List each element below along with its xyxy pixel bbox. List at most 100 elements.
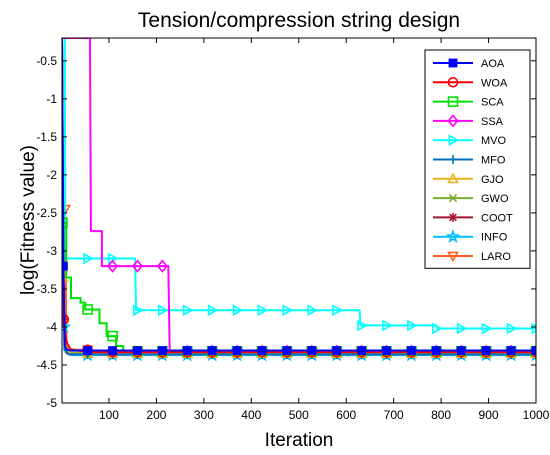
series-marker-aoa [83, 346, 93, 355]
series-marker-aoa [108, 346, 117, 355]
series-marker-mvo [207, 304, 219, 317]
legend-item-laro: LARO [433, 251, 511, 263]
series-marker-mvo [157, 304, 169, 317]
series-marker-mvo [382, 319, 393, 332]
series-marker-mvo [332, 304, 343, 317]
legend-marker-aoa [448, 58, 458, 68]
x-tick-label: 300 [194, 408, 214, 422]
legend-marker-sca [447, 96, 459, 107]
y-tick-label: -4 [46, 320, 57, 334]
series-marker-aoa [257, 346, 267, 355]
legend-marker-gwo [448, 193, 458, 203]
series-marker-aoa [133, 346, 142, 355]
series-aoa [62, 38, 536, 355]
legend: AOA WOA SCA SSA MVO MFO GJO GWO COOT INFO LARO [424, 49, 531, 269]
legend-item-mfo: MFO [433, 155, 506, 167]
legend-item-coot: COOT [433, 212, 513, 224]
series-layer [62, 38, 536, 362]
series-marker-aoa [481, 346, 491, 355]
series-marker-aoa [282, 346, 292, 355]
legend-label-gwo: GWO [481, 193, 509, 205]
series-marker-mvo [83, 252, 94, 265]
series-marker-mvo [357, 319, 368, 332]
series-marker-mvo [407, 319, 418, 332]
x-tick-label: 900 [479, 408, 499, 422]
legend-item-woa: WOA [433, 77, 508, 89]
legend-item-ssa: SSA [433, 114, 504, 128]
series-marker-aoa [62, 261, 68, 271]
series-marker-mvo [182, 304, 194, 317]
series-line-sca [62, 38, 536, 353]
y-axis-label: log(Fitness value) [18, 145, 39, 295]
legend-label-laro: LARO [481, 251, 511, 263]
series-marker-mvo [531, 322, 536, 335]
y-tick-label: -3 [46, 244, 57, 258]
series-marker-mvo [431, 322, 443, 335]
y-tick-label: -5 [46, 396, 57, 410]
series-marker-mvo [282, 304, 294, 317]
legend-label-woa: WOA [481, 77, 508, 89]
series-marker-mvo [257, 304, 269, 317]
legend-marker-ssa [447, 114, 459, 128]
legend-marker-info [445, 228, 461, 243]
x-tick-label: 500 [289, 408, 309, 422]
legend-label-coot: COOT [481, 212, 513, 224]
x-tick-label: 800 [431, 408, 451, 422]
x-tick-label: 700 [384, 408, 404, 422]
legend-marker-laro [447, 251, 459, 263]
y-tick-label: -1 [46, 92, 57, 106]
legend-label-mfo: MFO [481, 155, 506, 167]
series-marker-aoa [157, 346, 167, 355]
series-marker-sca [107, 330, 118, 342]
series-marker-mvo [506, 322, 518, 335]
series-marker-woa [530, 346, 536, 358]
series-marker-mvo [456, 322, 468, 335]
series-marker-sca [82, 304, 93, 315]
series-marker-aoa [332, 346, 342, 355]
legend-marker-mvo [448, 134, 460, 147]
chart-title: Tension/compression string design [138, 9, 460, 32]
series-marker-aoa [307, 346, 317, 355]
x-tick-label: 200 [146, 408, 166, 422]
series-marker-aoa [431, 346, 441, 355]
y-tick-label: -2.5 [36, 206, 57, 220]
legend-label-ssa: SSA [481, 116, 504, 128]
legend-item-sca: SCA [433, 96, 504, 109]
series-marker-aoa [182, 346, 192, 355]
series-marker-ssa [106, 259, 119, 273]
series-marker-mvo [307, 304, 318, 317]
series-line-ssa [62, 38, 536, 353]
y-tick-label: -0.5 [36, 54, 57, 68]
y-tick-label: -3.5 [36, 282, 57, 296]
x-tick-label: 100 [99, 408, 119, 422]
series-marker-aoa [456, 346, 466, 355]
legend-item-gwo: GWO [433, 193, 509, 205]
legend-label-sca: SCA [481, 97, 504, 109]
series-marker-aoa [506, 346, 516, 355]
y-tick-label: -1.5 [36, 130, 57, 144]
y-tick-label: -4.5 [36, 358, 57, 372]
series-mvo [62, 38, 536, 335]
x-axis-label: Iteration [265, 430, 334, 451]
series-marker-aoa [357, 346, 367, 355]
legend-marker-gjo [447, 172, 459, 184]
series-marker-mvo [232, 304, 244, 317]
x-tick-label: 600 [336, 408, 356, 422]
series-marker-aoa [531, 346, 536, 355]
legend-label-gjo: GJO [481, 174, 504, 186]
legend-item-aoa: AOA [433, 58, 505, 70]
series-marker-mvo [481, 322, 493, 335]
legend-marker-woa [447, 77, 459, 88]
legend-item-mvo: MVO [433, 134, 507, 147]
axes-layer: 100 200 300 400 500 600 700 800 900 1000 -0.5 -1 -1.… [36, 37, 550, 422]
series-marker-mvo [133, 304, 144, 317]
y-tick-label: -2 [46, 168, 57, 182]
series-marker-ssa [131, 259, 143, 273]
legend-marker-coot [448, 212, 458, 222]
legend-marker-mfo [448, 155, 458, 164]
x-tick-label: 400 [241, 408, 261, 422]
series-marker-aoa [407, 346, 416, 355]
legend-item-gjo: GJO [433, 172, 504, 186]
series-marker-ssa [156, 259, 168, 273]
